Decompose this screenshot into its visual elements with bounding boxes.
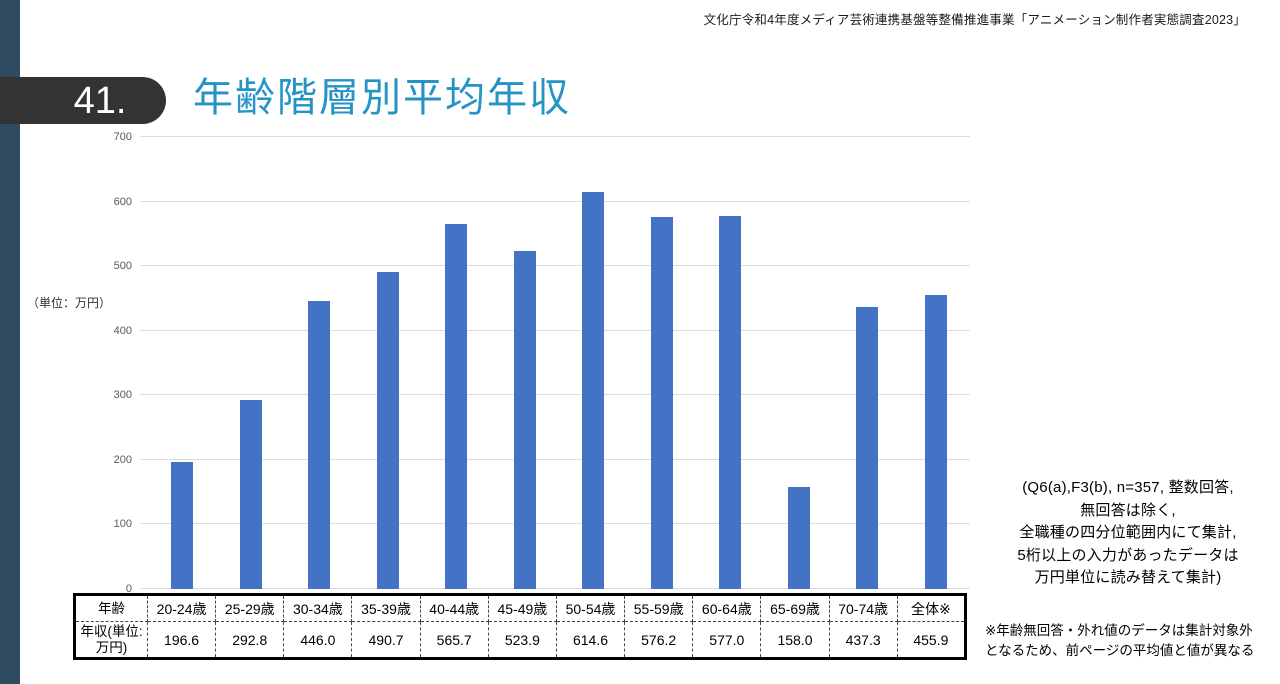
y-tick-label-100: 100 (113, 518, 132, 531)
page-title: 年齢階層別平均年収 (193, 76, 571, 120)
bar-20-24歳 (171, 462, 194, 589)
bar-70-74歳 (856, 306, 879, 589)
table-income-cell-20-24歳: 196.6 (146, 621, 217, 659)
table-income-cell-25-29歳: 292.8 (215, 621, 285, 659)
table-income-cell-30-34歳: 446.0 (283, 621, 353, 659)
table-age-cell-50-54歳: 50-54歳 (555, 594, 626, 622)
bar-25-29歳 (239, 399, 262, 589)
table-age-cell-60-64歳: 60-64歳 (692, 594, 762, 622)
table-income-cell-65-69歳: 158.0 (760, 621, 830, 659)
table-age-cell-20-24歳: 20-24歳 (146, 594, 217, 622)
bar-30-34歳 (308, 301, 331, 589)
table-age-cell-25-29歳: 25-29歳 (215, 594, 285, 622)
table-income-row-header: 年収(単位:万円) (74, 621, 148, 659)
table-income-cell-55-59歳: 576.2 (624, 621, 694, 659)
gridline-600 (140, 200, 970, 202)
table-income-cell-45-49歳: 523.9 (487, 621, 557, 659)
y-tick-label-500: 500 (113, 260, 132, 273)
y-tick-label-200: 200 (113, 453, 132, 466)
y-tick-label-600: 600 (113, 195, 132, 208)
bar-60-64歳 (719, 216, 742, 589)
table-age-row-header: 年齢 (74, 594, 148, 622)
gridline-300 (140, 394, 970, 396)
table-income-cell-60-64歳: 577.0 (692, 621, 762, 659)
bar-全体※ (924, 294, 947, 589)
gridline-400 (140, 329, 970, 331)
left-accent-stripe (0, 0, 20, 684)
gridline-0 (140, 588, 970, 589)
bar-65-69歳 (787, 486, 810, 589)
bar-45-49歳 (513, 250, 536, 589)
y-tick-label-400: 400 (113, 324, 132, 337)
bar-40-44歳 (445, 223, 468, 589)
bar-50-54歳 (582, 192, 605, 589)
plot-area (140, 136, 970, 589)
table-age-cell-35-39歳: 35-39歳 (351, 594, 421, 622)
gridline-200 (140, 458, 970, 460)
table-age-cell-70-74歳: 70-74歳 (828, 594, 898, 622)
footnote: ※年齢無回答・外れ値のデータは集計対象外 となるため、前ページの平均値と値が異な… (985, 623, 1255, 658)
table-age-cell-55-59歳: 55-59歳 (624, 594, 694, 622)
bars-container (148, 137, 970, 589)
table-income-cell-35-39歳: 490.7 (351, 621, 421, 659)
table-income-cell-50-54歳: 614.6 (555, 621, 626, 659)
table-income-cell-70-74歳: 437.3 (828, 621, 898, 659)
y-tick-label-700: 700 (113, 131, 132, 143)
data-table: 年齢 20-24歳 25-29歳 30-34歳 35-39歳 40-44歳 45-49歳 5… (73, 593, 967, 660)
y-tick-label-0: 0 (125, 583, 132, 595)
gridline-500 (140, 265, 970, 267)
table-age-cell-全体※: 全体※ (896, 594, 967, 622)
source-note: 文化庁令和4年度メディア芸術連携基盤等整備推進事業「アニメーション制作者実態調査… (703, 13, 1246, 27)
y-tick-label-300: 300 (113, 389, 132, 402)
table-age-cell-30-34歳: 30-34歳 (283, 594, 353, 622)
method-note: (Q6(a),F3(b), n=357, 整数回答, 無回答は除く, 全職種の四… (1017, 479, 1239, 586)
table-age-cell-65-69歳: 65-69歳 (760, 594, 830, 622)
table-age-cell-45-49歳: 45-49歳 (487, 594, 557, 622)
table-income-row: 年収(単位:万円) 196.6 292.8 446.0 490.7 565.7 523.9… (74, 621, 967, 659)
bar-55-59歳 (650, 216, 673, 589)
slide-number: 41. (73, 79, 127, 122)
table-age-row: 年齢 20-24歳 25-29歳 30-34歳 35-39歳 40-44歳 45-49歳 5… (74, 594, 967, 622)
y-axis-unit-label: （単位：万円） (27, 296, 112, 310)
y-axis-labels: 0 100 200 300 400 500 600 700 (90, 131, 132, 595)
gridline-700 (140, 136, 970, 137)
table-age-cell-40-44歳: 40-44歳 (419, 594, 489, 622)
slide-number-badge: 41. (0, 77, 166, 124)
bar-35-39歳 (376, 272, 399, 589)
table-income-cell-40-44歳: 565.7 (419, 621, 489, 659)
table-income-cell-全体※: 455.9 (896, 621, 967, 659)
gridline-100 (140, 523, 970, 525)
